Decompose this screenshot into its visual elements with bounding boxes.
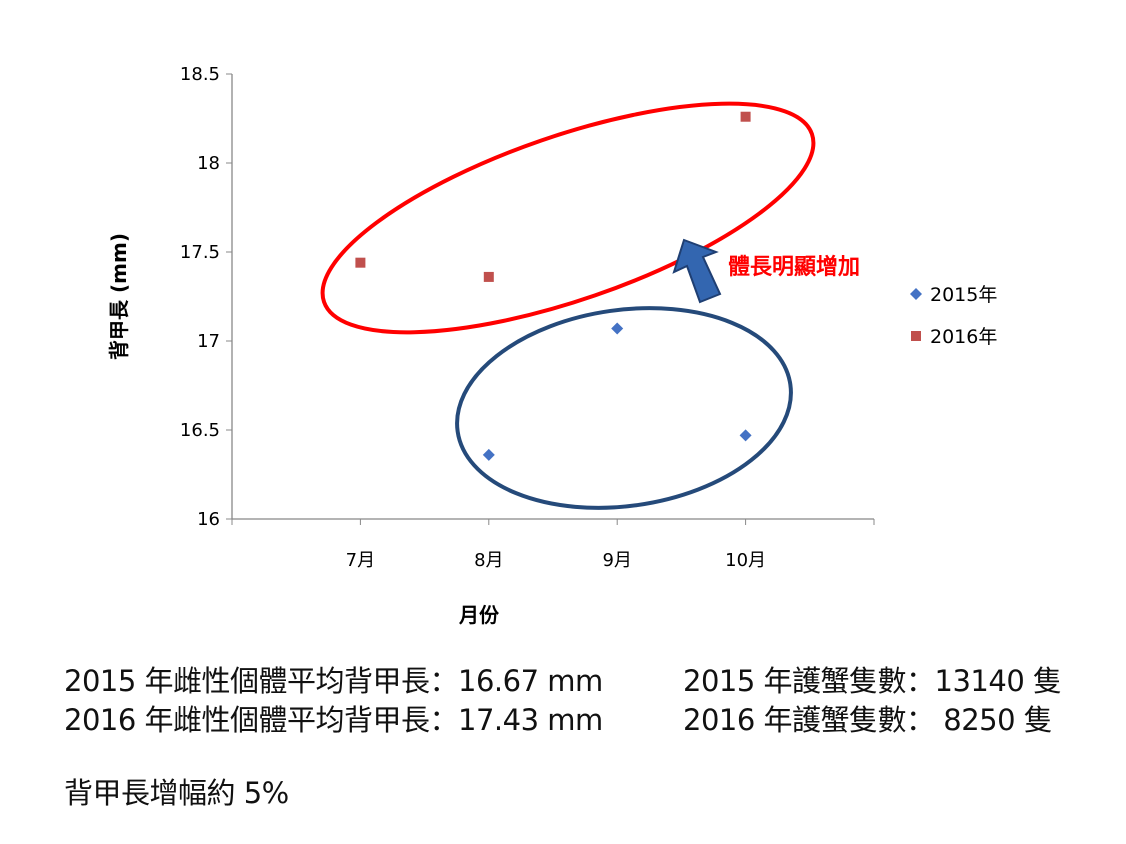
- x-axis-title: 月份: [458, 603, 500, 627]
- data-point-2016: [740, 111, 751, 122]
- info-2016-count: 2016 年護蟹隻數： 8250 隻: [683, 703, 1053, 737]
- highlight-ellipse-2016: [320, 101, 816, 335]
- data-point-2015: [611, 322, 624, 335]
- legend-marker: [911, 331, 921, 341]
- y-tick-label: 16.5: [180, 420, 220, 441]
- summary-text: 背甲長增幅約 5%: [64, 776, 289, 810]
- highlight-ellipse-2015: [455, 306, 793, 510]
- data-point-2015: [482, 448, 495, 461]
- legend-marker: [910, 288, 922, 300]
- y-tick-label: 16: [197, 509, 220, 530]
- x-tick-label: 10月: [725, 550, 766, 571]
- y-tick-label: 17: [197, 331, 220, 352]
- legend: 2015年 2016年: [910, 284, 997, 348]
- increase-arrow-icon: [672, 238, 722, 304]
- legend-label: 2016年: [930, 326, 997, 348]
- annotation-label: 體長明顯增加: [728, 254, 860, 280]
- y-tick-label: 18.5: [180, 64, 220, 85]
- y-axis-title: 背甲長 (mm): [107, 233, 131, 360]
- y-tick-label: 17.5: [180, 242, 220, 263]
- x-tick-label: 8月: [474, 550, 503, 571]
- data-point-2015: [739, 429, 752, 442]
- x-tick-label: 7月: [346, 550, 375, 571]
- data-point-2016: [483, 271, 494, 282]
- y-tick-label: 18: [197, 153, 220, 174]
- data-point-2016: [355, 257, 366, 268]
- info-2016-length: 2016 年雌性個體平均背甲長：17.43 mm: [64, 703, 603, 737]
- x-tick-label: 9月: [602, 550, 631, 571]
- info-2015-length: 2015 年雌性個體平均背甲長：16.67 mm: [64, 664, 603, 698]
- legend-label: 2015年: [930, 284, 997, 306]
- info-2015-count: 2015 年護蟹隻數：13140 隻: [683, 664, 1062, 698]
